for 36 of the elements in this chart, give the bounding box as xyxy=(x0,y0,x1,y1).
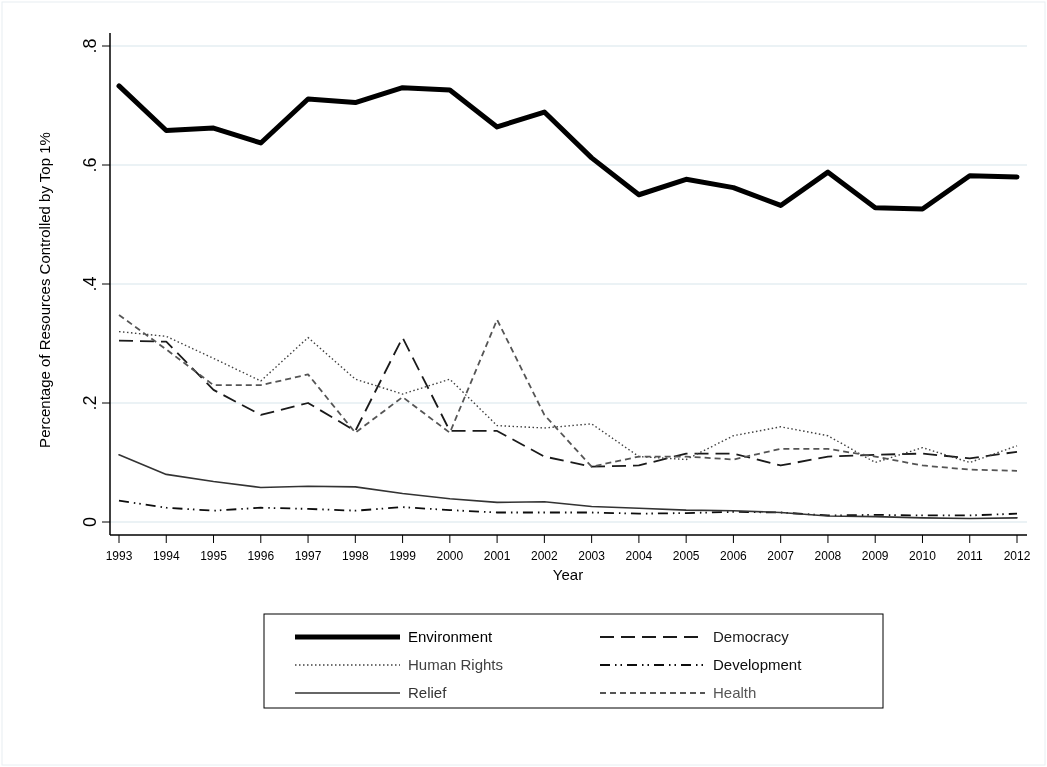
x-tick-label: 2003 xyxy=(578,549,606,563)
x-tick-label: 1999 xyxy=(389,549,417,563)
text: Human Rights xyxy=(408,656,504,673)
x-tick-label: 2010 xyxy=(909,549,937,563)
text: Development xyxy=(713,656,803,673)
x-tick-label: 1996 xyxy=(247,549,275,563)
x-tick-label: 1998 xyxy=(341,549,369,563)
x-tick-label: 2011 xyxy=(956,549,983,563)
x-tick-label: 2002 xyxy=(531,549,559,563)
y-tick-label: .6 xyxy=(80,157,100,173)
x-tick-label: 1993 xyxy=(105,549,133,563)
x-tick-label: 2006 xyxy=(720,549,748,563)
text: Environment xyxy=(408,628,494,645)
x-tick-label: 1997 xyxy=(294,549,322,563)
x-tick-label: 2008 xyxy=(814,549,842,563)
line-series xyxy=(118,453,1018,520)
x-tick-label: 1994 xyxy=(152,549,180,563)
y-tick-label: 0 xyxy=(80,516,100,528)
line-series xyxy=(118,314,1018,472)
y-tick-label: .2 xyxy=(80,395,100,411)
x-tick-label: 2007 xyxy=(767,549,795,563)
x-tick-label: 2009 xyxy=(861,549,889,563)
y-tick-label: .4 xyxy=(80,276,100,292)
text: Relief xyxy=(408,684,448,701)
text: Health xyxy=(713,684,757,701)
y-tick-label: .8 xyxy=(80,38,100,54)
x-tick-label: 1995 xyxy=(200,549,228,563)
line-series xyxy=(118,499,1018,517)
x-tick-label: 2012 xyxy=(1003,549,1031,563)
x-tick-label: 2005 xyxy=(672,549,700,563)
text: Democracy xyxy=(713,628,790,645)
y-axis-title: Percentage of Resources Controlled by Top 1% xyxy=(36,132,53,448)
x-tick-label: 2000 xyxy=(436,549,464,563)
x-axis-title: Year xyxy=(552,566,584,583)
x-tick-label: 2004 xyxy=(625,549,653,563)
x-tick-label: 2001 xyxy=(483,549,511,563)
